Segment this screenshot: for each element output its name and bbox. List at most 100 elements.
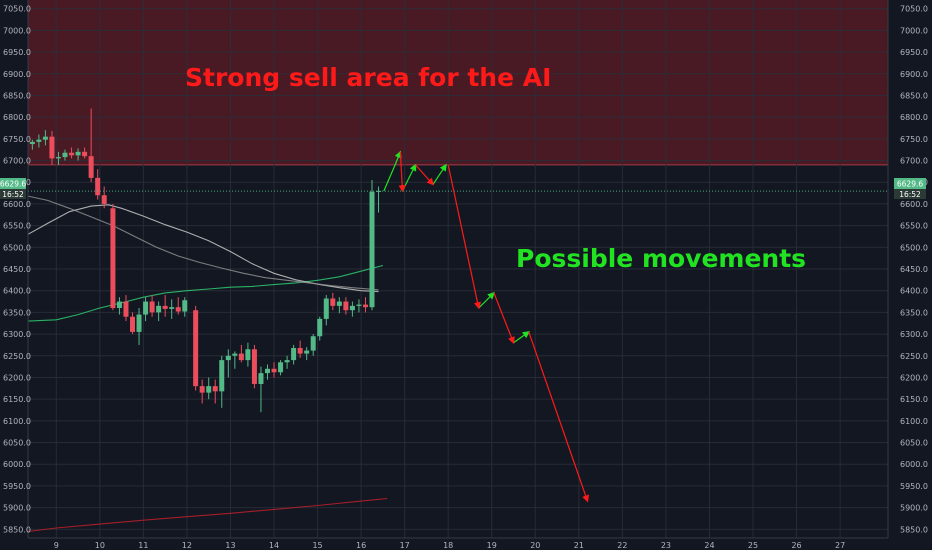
candle-body: [271, 368, 277, 373]
candle-body: [369, 191, 375, 308]
moving-average-line: [27, 264, 384, 322]
y-tick-label-left: 6550.0: [3, 222, 31, 231]
candle-body: [29, 141, 35, 145]
y-tick-label-left: 5850.0: [3, 525, 31, 534]
forecast-up-arrow: [383, 150, 402, 192]
candle-body: [42, 136, 48, 140]
y-tick-label-left: 6050.0: [3, 439, 31, 448]
price-badge-left-label: 6629.6: [0, 180, 26, 189]
candle-body: [162, 305, 168, 309]
candle-body: [238, 353, 244, 361]
candle-body: [62, 152, 68, 158]
candle-body: [284, 360, 290, 363]
candle-body: [75, 151, 81, 156]
x-tick-label: 14: [269, 541, 279, 550]
forecast-down-arrow: [398, 151, 406, 193]
y-tick-label-left: 7000.0: [3, 26, 31, 35]
candle-body: [130, 316, 136, 332]
x-tick-label: 22: [617, 541, 627, 550]
candle-body: [169, 307, 175, 309]
candle-body: [232, 353, 238, 356]
y-tick-label-right: 6500.0: [900, 243, 928, 252]
price-badge-right: [894, 178, 926, 189]
candle-body: [143, 301, 149, 315]
candle-body: [156, 305, 162, 313]
candle-body: [116, 301, 122, 309]
y-tick-label-right: 6800.0: [900, 113, 928, 122]
y-tick-label-right: 6700.0: [900, 157, 928, 166]
forecast-down-arrow: [415, 164, 434, 186]
candle-body: [182, 300, 188, 312]
y-tick-label-right: 6400.0: [900, 287, 928, 296]
candle-body: [323, 298, 329, 319]
y-tick-label-left: 6600.0: [3, 200, 31, 209]
candle-body: [278, 362, 284, 373]
x-tick-label: 24: [704, 541, 714, 550]
x-tick-label: 18: [443, 541, 453, 550]
y-tick-label-left: 6750.0: [3, 135, 31, 144]
y-tick-label-left: 6200.0: [3, 373, 31, 382]
x-tick-label: 13: [225, 541, 235, 550]
candle-body: [225, 355, 231, 361]
candle-body: [55, 157, 61, 159]
possible-movements-annotation: Possible movements: [516, 244, 806, 273]
y-tick-label-right: 6600.0: [900, 200, 928, 209]
candle-body: [376, 190, 382, 192]
y-tick-label-left: 5900.0: [3, 504, 31, 513]
y-tick-label-right: 7000.0: [900, 26, 928, 35]
y-tick-label-right: 6450.0: [900, 265, 928, 274]
x-tick-label: 27: [835, 541, 845, 550]
x-tick-label: 25: [748, 541, 758, 550]
candle-body: [356, 304, 362, 306]
candle-body: [264, 368, 270, 374]
candle-body: [136, 314, 142, 332]
x-tick-label: 26: [791, 541, 801, 550]
candle-body: [212, 386, 218, 392]
y-tick-label-left: 6450.0: [3, 265, 31, 274]
candle-body: [110, 208, 116, 309]
candle-body: [317, 318, 323, 337]
candle-body: [101, 195, 107, 204]
y-tick-label-right: 6950.0: [900, 48, 928, 57]
x-tick-label: 20: [530, 541, 540, 550]
y-tick-label-right: 6300.0: [900, 330, 928, 339]
candle-body: [206, 386, 212, 393]
y-tick-label-right: 5950.0: [900, 482, 928, 491]
y-tick-label-right: 6150.0: [900, 395, 928, 404]
x-tick-label: 23: [661, 541, 671, 550]
x-tick-label: 9: [54, 541, 59, 550]
forecast-up-arrow: [513, 331, 530, 344]
y-tick-label-left: 6900.0: [3, 70, 31, 79]
candle-body: [349, 305, 355, 311]
x-tick-label: 10: [95, 541, 105, 550]
x-tick-label: 12: [182, 541, 192, 550]
time-badge-left-label: 16:52: [2, 190, 24, 199]
x-tick-label: 19: [487, 541, 497, 550]
y-tick-label-left: 7050.0: [3, 5, 31, 14]
price-badge-left: [0, 178, 26, 189]
y-tick-label-right: 6200.0: [900, 373, 928, 382]
candle-body: [297, 347, 303, 354]
candle-body: [245, 349, 251, 361]
y-tick-label-left: 6950.0: [3, 48, 31, 57]
candle-body: [82, 151, 88, 157]
candle-body: [175, 307, 181, 312]
y-tick-label-right: 7050.0: [900, 5, 928, 14]
candle-body: [310, 336, 316, 351]
candle-body: [258, 373, 264, 384]
y-tick-label-left: 6700.0: [3, 157, 31, 166]
y-tick-label-right: 6000.0: [900, 460, 928, 469]
candle-body: [36, 139, 42, 142]
candle-body: [199, 386, 205, 393]
y-tick-label-right: 6900.0: [900, 70, 928, 79]
forecast-down-arrow: [528, 331, 590, 503]
y-tick-label-left: 6250.0: [3, 352, 31, 361]
y-tick-label-right: 6100.0: [900, 417, 928, 426]
y-tick-label-left: 6350.0: [3, 308, 31, 317]
y-tick-label-right: 6350.0: [900, 308, 928, 317]
forecast-up-arrow: [478, 291, 495, 309]
time-badge-right-label: 16:52: [899, 190, 921, 199]
candle-body: [95, 177, 101, 196]
